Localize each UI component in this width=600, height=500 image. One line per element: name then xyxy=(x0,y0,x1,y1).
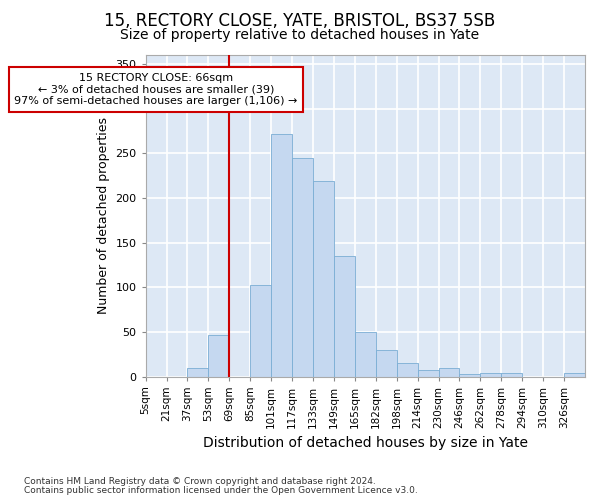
Bar xyxy=(208,334,229,376)
Text: 15 RECTORY CLOSE: 66sqm
← 3% of detached houses are smaller (39)
97% of semi-det: 15 RECTORY CLOSE: 66sqm ← 3% of detached… xyxy=(14,73,298,106)
Bar xyxy=(250,284,271,376)
Text: 15, RECTORY CLOSE, YATE, BRISTOL, BS37 5SB: 15, RECTORY CLOSE, YATE, BRISTOL, BS37 5… xyxy=(104,12,496,30)
Bar xyxy=(313,181,334,376)
Bar xyxy=(292,158,313,376)
Bar xyxy=(564,373,585,376)
Bar xyxy=(334,256,355,376)
Bar xyxy=(502,373,522,376)
Text: Contains public sector information licensed under the Open Government Licence v3: Contains public sector information licen… xyxy=(24,486,418,495)
Bar xyxy=(397,363,418,376)
Bar xyxy=(376,350,397,376)
Bar xyxy=(187,368,208,376)
Bar xyxy=(355,332,376,376)
Bar xyxy=(481,373,502,376)
Y-axis label: Number of detached properties: Number of detached properties xyxy=(97,118,110,314)
Bar xyxy=(271,134,292,376)
Bar xyxy=(418,370,439,376)
Text: Size of property relative to detached houses in Yate: Size of property relative to detached ho… xyxy=(121,28,479,42)
Bar xyxy=(439,368,460,376)
Bar xyxy=(460,374,481,376)
X-axis label: Distribution of detached houses by size in Yate: Distribution of detached houses by size … xyxy=(203,436,528,450)
Text: Contains HM Land Registry data © Crown copyright and database right 2024.: Contains HM Land Registry data © Crown c… xyxy=(24,477,376,486)
